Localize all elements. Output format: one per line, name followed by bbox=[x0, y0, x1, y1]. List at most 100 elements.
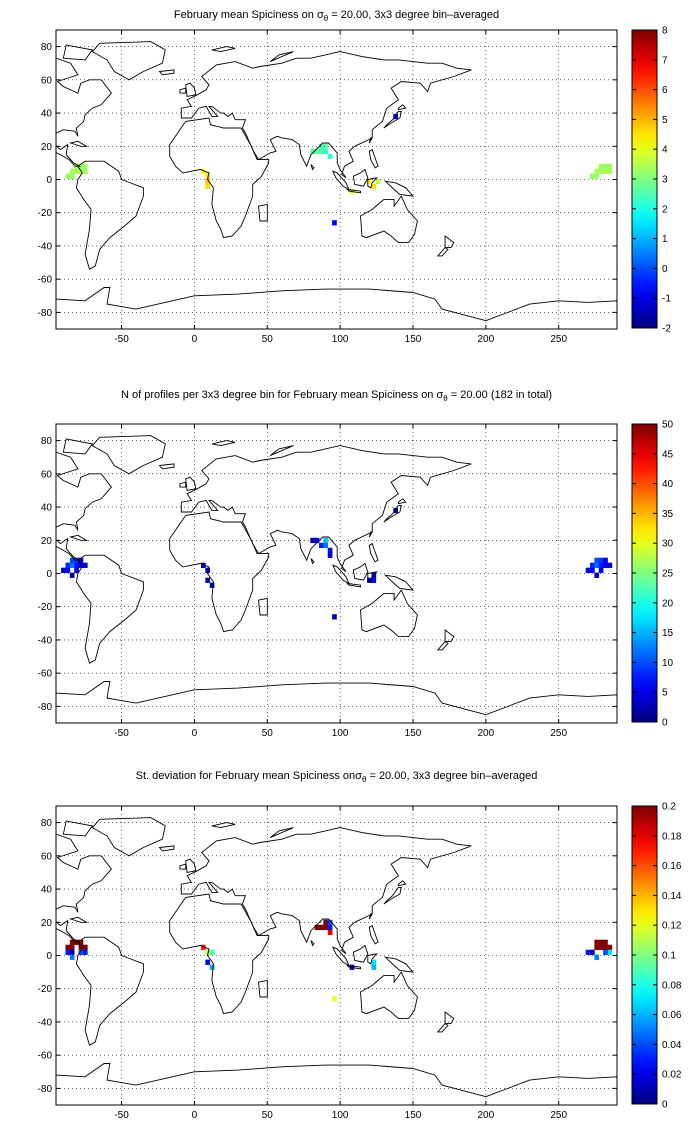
colorbar-tick-label: 0.14 bbox=[662, 891, 682, 902]
std-deviation-panel: St. deviation for February mean Spicines… bbox=[38, 770, 682, 1121]
y-tick-label: 60 bbox=[41, 851, 53, 862]
colorbar-tick-label: 5 bbox=[662, 115, 668, 126]
y-tick-label: -20 bbox=[38, 208, 53, 219]
data-cell bbox=[332, 996, 337, 1002]
data-cell bbox=[205, 567, 211, 573]
colorbar-tick-label: 0 bbox=[662, 718, 668, 729]
data-cell bbox=[393, 507, 398, 514]
coastline bbox=[258, 597, 268, 616]
colorbar-tick-label: 0 bbox=[662, 264, 668, 275]
coastline bbox=[185, 858, 197, 873]
coastline bbox=[169, 511, 270, 633]
y-tick-label: 60 bbox=[41, 469, 53, 480]
data-cell bbox=[205, 173, 211, 179]
data-cell bbox=[332, 614, 337, 620]
data-cell bbox=[327, 929, 333, 936]
data-cell bbox=[78, 949, 84, 955]
data-cell bbox=[598, 168, 604, 174]
y-tick-label: -60 bbox=[38, 1051, 53, 1062]
data-cell bbox=[69, 939, 75, 946]
coastline bbox=[68, 916, 89, 923]
x-tick-label: 200 bbox=[478, 334, 495, 345]
x-tick-label: 0 bbox=[192, 728, 198, 739]
coastline bbox=[91, 435, 166, 475]
data-cell bbox=[82, 168, 88, 174]
y-tick-label: 40 bbox=[41, 503, 53, 514]
data-cell bbox=[69, 168, 75, 174]
y-tick-label: 80 bbox=[41, 42, 53, 53]
coastline bbox=[68, 140, 89, 147]
data-cell bbox=[314, 148, 320, 155]
data-cell bbox=[598, 163, 604, 170]
coastline bbox=[169, 117, 270, 239]
data-cell bbox=[65, 949, 71, 955]
colorbar-tick-label: 8 bbox=[662, 26, 668, 37]
coastline bbox=[444, 1011, 455, 1025]
data-cell bbox=[598, 567, 604, 573]
data-cell bbox=[598, 944, 604, 950]
coastline bbox=[269, 51, 294, 63]
y-tick-label: -60 bbox=[38, 669, 53, 680]
x-tick-label: 200 bbox=[478, 728, 495, 739]
x-tick-label: 250 bbox=[550, 334, 567, 345]
data-cell bbox=[598, 939, 604, 946]
coastline bbox=[383, 180, 415, 197]
coastline bbox=[368, 148, 379, 169]
data-cell bbox=[371, 959, 377, 965]
coastline bbox=[383, 574, 415, 591]
chart-title: N of profiles per 3x3 degree bin for Feb… bbox=[121, 389, 552, 403]
colorbar bbox=[631, 29, 658, 329]
y-tick-label: 0 bbox=[46, 175, 52, 186]
colorbar bbox=[631, 423, 658, 723]
colorbar-tick-label: 40 bbox=[662, 479, 674, 490]
coastline bbox=[397, 880, 407, 887]
colorbar-tick-label: 25 bbox=[662, 569, 674, 580]
data-cell bbox=[209, 949, 215, 955]
data-cell bbox=[65, 944, 71, 950]
spiciness-panel: February mean Spiciness on σθ = 20.00, 3… bbox=[38, 9, 672, 345]
data-cell bbox=[603, 163, 608, 170]
data-cell bbox=[61, 567, 66, 573]
colorbar-tick-label: 0.16 bbox=[662, 861, 682, 872]
coastline bbox=[310, 558, 315, 565]
data-cell bbox=[607, 163, 613, 170]
x-tick-label: 250 bbox=[550, 728, 567, 739]
data-cell bbox=[310, 148, 315, 155]
coastline bbox=[258, 203, 268, 222]
coastline bbox=[62, 44, 94, 61]
y-tick-label: 20 bbox=[41, 142, 53, 153]
data-cell bbox=[200, 562, 206, 568]
y-tick-label: -80 bbox=[38, 702, 53, 713]
colorbar-tick-label: 50 bbox=[662, 420, 674, 431]
coastline bbox=[179, 87, 187, 94]
data-cell bbox=[200, 168, 206, 174]
data-cell bbox=[69, 562, 75, 568]
coastline bbox=[56, 1063, 617, 1105]
coastline bbox=[269, 827, 294, 839]
x-tick-label: 0 bbox=[192, 1110, 198, 1121]
x-tick-label: 150 bbox=[405, 728, 422, 739]
x-tick-label: 50 bbox=[262, 334, 274, 345]
y-tick-label: 0 bbox=[46, 569, 52, 580]
colorbar-tick-label: -1 bbox=[662, 294, 671, 305]
y-tick-label: 60 bbox=[41, 75, 53, 86]
data-cell bbox=[585, 567, 591, 573]
chart-title: St. deviation for February mean Spicines… bbox=[136, 770, 538, 784]
coastline bbox=[179, 481, 187, 488]
data-cell bbox=[375, 178, 381, 184]
colorbar-tick-label: 15 bbox=[662, 628, 674, 639]
y-tick-label: -20 bbox=[38, 984, 53, 995]
coastline bbox=[91, 817, 166, 857]
y-tick-label: -20 bbox=[38, 602, 53, 613]
colorbar-tick-label: 20 bbox=[662, 598, 674, 609]
data-cell bbox=[594, 939, 600, 946]
coastline bbox=[56, 833, 112, 943]
data-cell bbox=[82, 949, 88, 955]
data-cell bbox=[332, 220, 337, 226]
data-cell bbox=[603, 949, 608, 955]
data-cell bbox=[314, 924, 320, 931]
data-cell bbox=[319, 542, 324, 549]
coastline bbox=[185, 476, 197, 491]
coastline bbox=[180, 827, 472, 955]
